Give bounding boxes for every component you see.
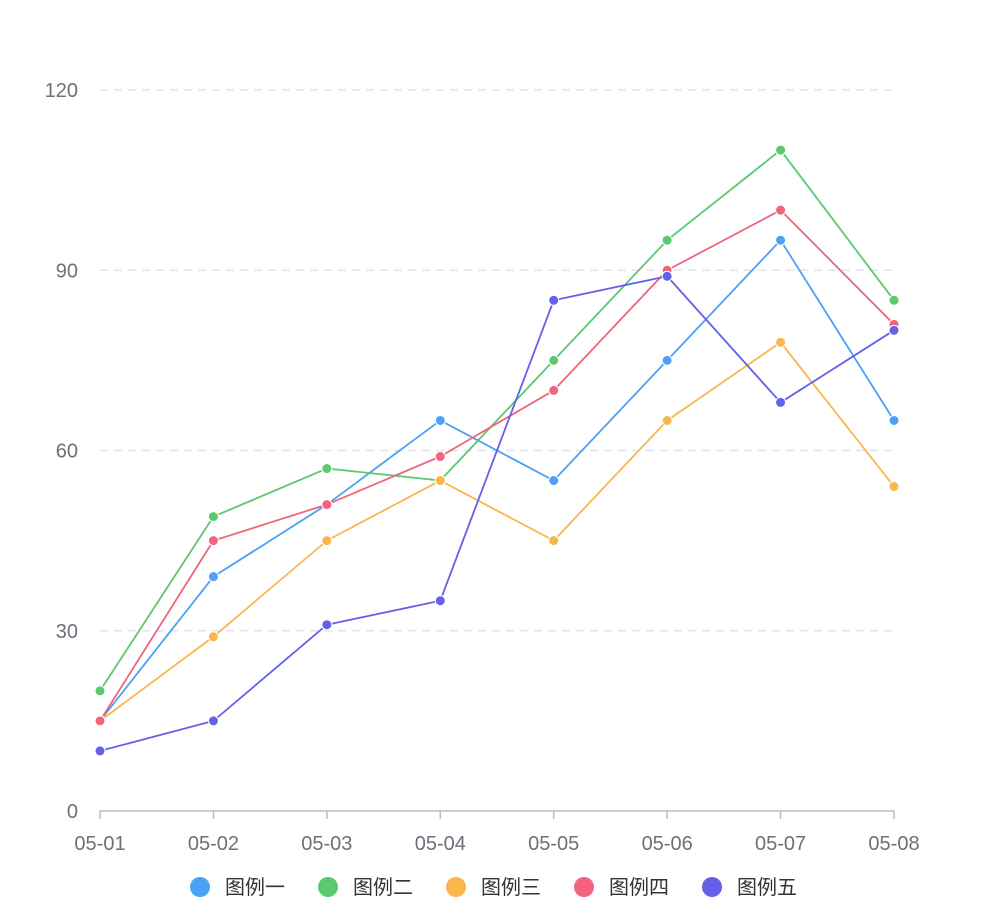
legend-marker-icon [446, 877, 466, 897]
x-tick-label: 05-05 [528, 833, 579, 855]
legend[interactable]: 图例一 图例二 图例三 图例四 图例五 [190, 875, 797, 899]
series-points-3 [94, 336, 900, 727]
data-point[interactable] [207, 511, 219, 523]
data-point[interactable] [775, 336, 787, 348]
legend-label: 图例三 [481, 875, 541, 899]
data-point[interactable] [321, 619, 333, 631]
x-tick-label: 05-07 [755, 833, 806, 855]
legend-label: 图例一 [225, 875, 285, 899]
series-points-1 [94, 234, 900, 727]
data-point[interactable] [888, 294, 900, 306]
x-axis-tick-labels: 05-01 05-02 05-03 05-04 05-05 05-06 05-07 05-08 [74, 833, 919, 855]
data-point[interactable] [434, 595, 446, 607]
series-line [99, 149, 895, 692]
x-tick-label: 05-08 [868, 833, 919, 855]
x-axis [99, 810, 895, 819]
legend-item[interactable]: 图例一 [190, 875, 285, 899]
series-3 [99, 341, 895, 722]
legend-marker-icon [190, 877, 210, 897]
series-points-2 [94, 144, 900, 697]
y-tick-label: 0 [67, 801, 78, 823]
series-2 [99, 149, 895, 692]
data-point[interactable] [661, 354, 673, 366]
data-point[interactable] [321, 535, 333, 547]
data-point[interactable] [661, 234, 673, 246]
legend-item[interactable]: 图例五 [702, 875, 797, 899]
data-point[interactable] [434, 475, 446, 487]
legend-item[interactable]: 图例二 [318, 875, 413, 899]
legend-item[interactable]: 图例四 [574, 875, 669, 899]
data-point[interactable] [434, 414, 446, 426]
x-tick-label: 05-06 [642, 833, 693, 855]
data-point[interactable] [548, 354, 560, 366]
legend-marker-icon [318, 877, 338, 897]
data-point[interactable] [207, 571, 219, 583]
y-axis-tick-labels: 0 30 60 90 120 [45, 80, 78, 823]
x-tick-label: 05-02 [188, 833, 239, 855]
series-lines [94, 144, 900, 757]
series-line [99, 275, 895, 752]
series-5 [99, 275, 895, 752]
data-point[interactable] [661, 414, 673, 426]
data-point[interactable] [661, 270, 673, 282]
data-point[interactable] [548, 535, 560, 547]
data-point[interactable] [775, 396, 787, 408]
x-tick-label: 05-01 [74, 833, 125, 855]
data-point[interactable] [548, 384, 560, 396]
x-tick-label: 05-04 [415, 833, 466, 855]
legend-item[interactable]: 图例三 [446, 875, 541, 899]
data-point[interactable] [94, 715, 106, 727]
data-point[interactable] [888, 481, 900, 493]
data-point[interactable] [207, 631, 219, 643]
data-point[interactable] [207, 715, 219, 727]
legend-label: 图例五 [737, 875, 797, 899]
x-tick-label: 05-03 [301, 833, 352, 855]
data-point[interactable] [434, 451, 446, 463]
series-line [99, 209, 895, 722]
grid-lines [100, 89, 894, 632]
series-points-4 [94, 204, 900, 727]
data-point[interactable] [775, 144, 787, 156]
series-1 [99, 239, 895, 722]
series-4 [99, 209, 895, 722]
legend-label: 图例二 [353, 875, 413, 899]
data-point[interactable] [321, 463, 333, 475]
legend-marker-icon [702, 877, 722, 897]
data-point[interactable] [94, 685, 106, 697]
data-point[interactable] [775, 234, 787, 246]
data-point[interactable] [888, 324, 900, 336]
series-line [99, 239, 895, 722]
legend-marker-icon [574, 877, 594, 897]
data-point[interactable] [548, 294, 560, 306]
series-points-5 [94, 270, 900, 757]
y-tick-label: 30 [56, 621, 78, 643]
data-point[interactable] [207, 535, 219, 547]
y-tick-label: 90 [56, 260, 78, 282]
legend-label: 图例四 [609, 875, 669, 899]
data-point[interactable] [94, 745, 106, 757]
data-point[interactable] [775, 204, 787, 216]
y-tick-label: 120 [45, 80, 78, 102]
y-tick-label: 60 [56, 441, 78, 463]
data-point[interactable] [888, 414, 900, 426]
series-line [99, 341, 895, 722]
data-point[interactable] [321, 499, 333, 511]
data-point[interactable] [548, 475, 560, 487]
